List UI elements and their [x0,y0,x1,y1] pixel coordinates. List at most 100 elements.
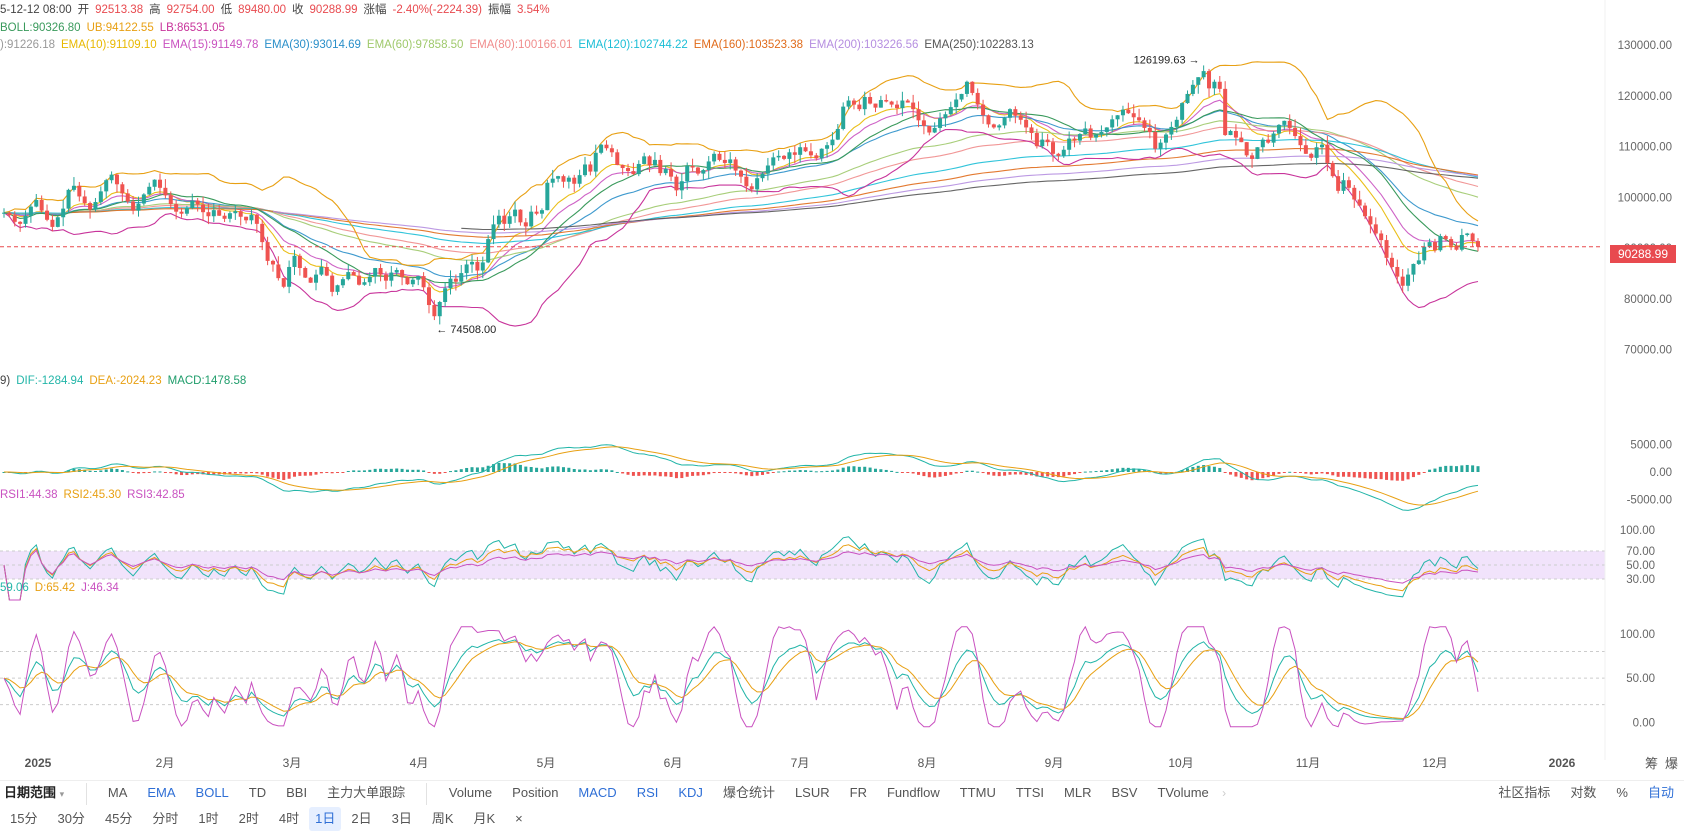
candle-body [426,287,431,306]
indicator-button[interactable]: KDJ [678,785,703,800]
x-axis-label: 5月 [537,756,556,770]
chevron-right-icon[interactable]: › [1222,786,1227,800]
timeframe-button[interactable]: 45分 [104,811,133,826]
macd-histogram-bar [637,472,641,476]
candle-body [287,266,292,287]
candle-body [1007,109,1012,118]
indicator-button[interactable]: 主力大单跟踪 [327,785,406,800]
macd-histogram-bar [341,472,345,473]
legend-item: 92754.00 [166,4,215,16]
indicator-button[interactable]: FR [849,785,867,800]
indicator-button[interactable]: 社区指标 [1498,785,1551,800]
timeframe-button[interactable]: 3日 [391,811,412,826]
macd-histogram-bar [131,472,135,473]
indicator-button[interactable]: Volume [448,785,493,800]
macd-histogram-bar [1454,466,1458,472]
indicator-button[interactable]: Position [512,785,559,800]
macd-histogram-bar [755,472,759,476]
legend-item: EMA(250):102283.13 [924,39,1034,51]
macd-histogram-bar [540,468,544,472]
candle-body [141,194,146,204]
macd-histogram-bar [416,469,420,472]
candle-body [722,159,727,163]
indicator-button[interactable]: MLR [1064,785,1092,800]
macd-histogram-bar [674,472,678,479]
indicator-button[interactable]: RSI [636,785,659,800]
candle-body [561,176,566,182]
liquidation-label[interactable]: 爆 [1665,756,1679,771]
macd-histogram-bar [1444,465,1448,472]
macd-histogram-bar [147,472,151,473]
timeframe-button[interactable]: 分时 [152,811,179,826]
macd-histogram-bar [400,468,404,472]
macd-histogram-bar [260,472,264,475]
timeframe-button[interactable]: 15分 [10,811,38,826]
macd-histogram-bar [158,471,162,473]
timeframe-button[interactable]: 月K [473,811,496,826]
macd-histogram-bar [180,472,184,476]
indicator-button[interactable]: TVolume [1157,785,1209,800]
ema-legend: ):91226.18 EMA(10):91109.10 EMA(15):91149.… [0,38,1040,52]
candle-body [120,184,125,194]
chip-label[interactable]: 筹 [1645,756,1659,771]
indicator-button[interactable]: 自动 [1647,785,1674,800]
x-axis-label: 8月 [918,756,937,770]
candle-body [163,187,168,196]
indicator-button[interactable]: TTMU [959,785,996,800]
candle-body [1077,134,1082,141]
timeframe-button[interactable]: 2日 [351,811,372,826]
indicator-button[interactable]: 对数 [1570,785,1597,800]
indicator-button[interactable]: Fundflow [886,785,940,800]
indicator-button[interactable]: TD [248,785,267,800]
candle-body [1255,147,1260,159]
macd-histogram-bar [1374,472,1378,480]
candle-body [986,115,991,125]
candle-body [803,147,808,152]
candle-body [814,155,819,159]
timeframe-button[interactable]: 2时 [238,811,259,826]
timeframe-button[interactable]: 周K [431,811,454,826]
indicator-button[interactable]: TTSI [1015,785,1045,800]
candle-body [201,204,206,213]
candle-body [1368,216,1373,225]
indicator-button[interactable]: BOLL [195,785,229,800]
macd-histogram-bar [346,470,350,472]
right-tools: 社区指标 对数% 自动 [1488,781,1684,805]
indicator-button[interactable]: MACD [578,785,617,800]
macd-histogram-bar [1024,472,1028,475]
candle-body [1239,137,1244,143]
candle-body [782,155,787,159]
timeframe-button[interactable]: 30分 [57,811,85,826]
macd-histogram-bar [1046,472,1050,477]
candle-body [308,277,313,283]
indicator-button[interactable]: BSV [1111,785,1138,800]
indicator-button[interactable]: 爆仓统计 [722,785,775,800]
macd-histogram-bar [728,472,732,473]
candle-body [357,275,362,285]
macd-histogram-bar [422,470,426,472]
candle-body [131,201,136,211]
timeframe-button[interactable]: × [515,811,523,826]
candle-body [1465,233,1470,236]
indicator-button[interactable]: MA [107,785,128,800]
candle-body [545,182,550,211]
candle-body [335,285,340,292]
indicator-button[interactable]: BBI [286,785,308,800]
indicator-button[interactable]: EMA [147,785,176,800]
macd-histogram-bar [169,472,173,474]
candle-body [1201,71,1206,78]
timeframe-button[interactable]: 1日 [309,807,342,831]
candle-body [475,261,480,271]
timeframe-button[interactable]: 1时 [198,811,219,826]
timeframe-button[interactable]: 4时 [278,811,300,826]
indicator-button[interactable]: LSUR [794,785,830,800]
candle-body [1137,117,1142,121]
indicator-button[interactable]: % [1616,785,1628,800]
legend-item: 收 [292,4,304,16]
price-tick-label: 70000.00 [1624,345,1672,357]
macd-histogram-bar [244,472,248,474]
candle-body [1389,257,1394,267]
date-range-dropdown[interactable]: 日期范围 ▾ [0,781,74,806]
macd-histogram-bar [72,469,76,472]
